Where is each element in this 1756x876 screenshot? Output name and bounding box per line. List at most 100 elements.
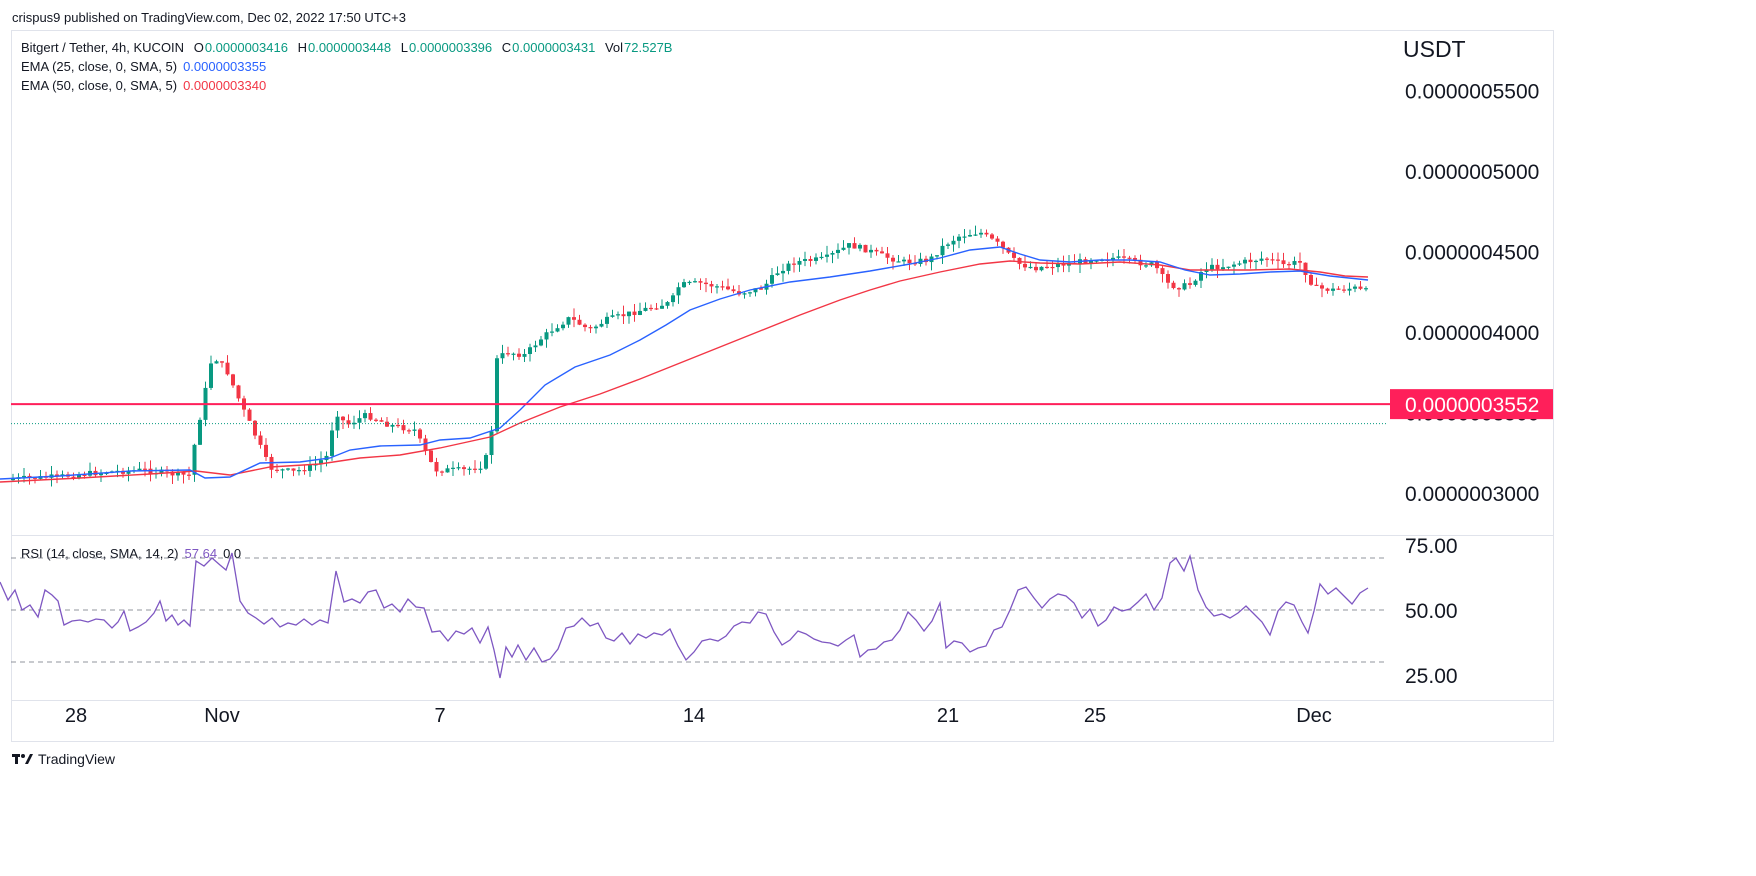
- rsi-tick-label: 75.00: [1405, 535, 1458, 558]
- candle-down: [1188, 283, 1192, 285]
- candle-down: [27, 475, 32, 478]
- candle-down: [704, 282, 708, 285]
- candle-down: [1270, 259, 1275, 261]
- candle-down: [583, 324, 587, 328]
- rsi-value: 57.64: [184, 546, 218, 561]
- candle-up: [753, 288, 758, 293]
- candle-up: [77, 474, 81, 479]
- candle-up: [665, 302, 670, 306]
- candle-down: [434, 461, 439, 472]
- candle-down: [264, 444, 268, 457]
- time-tick-label: Nov: [204, 705, 240, 727]
- candle-up: [192, 444, 197, 475]
- candle-down: [588, 327, 593, 329]
- candle-up: [456, 467, 461, 469]
- candle-up: [412, 429, 417, 431]
- candle-up: [544, 332, 549, 340]
- candle-down: [418, 429, 422, 439]
- tradingview-brand: TradingView: [12, 751, 115, 767]
- candle-up: [1116, 256, 1121, 258]
- candle-up: [159, 469, 164, 474]
- candle-down: [423, 438, 428, 451]
- candle-up: [489, 431, 494, 456]
- candle-up: [781, 270, 785, 274]
- candle-down: [506, 353, 510, 355]
- candle-down: [726, 286, 730, 290]
- candle-up: [539, 339, 543, 346]
- currency-label: USDT: [1403, 36, 1466, 62]
- candle-up: [616, 314, 620, 316]
- candle-up: [693, 281, 697, 283]
- candle-up: [797, 260, 802, 265]
- candle-down: [1215, 264, 1220, 270]
- candle-down: [913, 263, 917, 265]
- candle-up: [682, 282, 686, 288]
- candle-up: [308, 464, 312, 471]
- candle-up: [599, 323, 604, 327]
- candle-down: [1133, 258, 1137, 260]
- price-tick-label: 0.0000004500: [1405, 242, 1539, 265]
- candle-down: [1314, 284, 1319, 286]
- candle-up: [1221, 267, 1225, 270]
- candle-up: [555, 328, 560, 332]
- candle-down: [1309, 274, 1313, 285]
- low-key: L: [400, 40, 408, 55]
- high-key: H: [297, 40, 307, 55]
- candle-up: [500, 353, 505, 359]
- candle-up: [1204, 269, 1209, 273]
- candle-down: [1281, 260, 1286, 265]
- candle-up: [330, 430, 334, 456]
- candle-up: [363, 413, 367, 419]
- candle-up: [467, 468, 472, 470]
- candle-up: [209, 363, 213, 388]
- candle-down: [341, 416, 345, 421]
- symbol-label: Bitgert / Tether, 4h, KUCOIN: [21, 40, 185, 55]
- candle-up: [638, 310, 642, 315]
- candle-down: [792, 263, 796, 265]
- candle-down: [1050, 266, 1055, 269]
- candle-down: [874, 249, 879, 252]
- candle-up: [1243, 259, 1247, 264]
- candle-up: [819, 256, 824, 259]
- open-key: O: [193, 40, 204, 55]
- candle-up: [748, 292, 752, 294]
- candle-up: [594, 326, 598, 329]
- candle-up: [1210, 264, 1214, 270]
- candle-up: [528, 347, 532, 355]
- candle-down: [1336, 288, 1341, 290]
- candle-down: [654, 308, 659, 310]
- candle-up: [1232, 264, 1236, 267]
- time-tick-label: 7: [434, 705, 445, 727]
- candle-up: [610, 315, 615, 317]
- open-value: 0.0000003416: [204, 40, 288, 55]
- candle-down: [1012, 252, 1016, 258]
- candle-up: [390, 424, 395, 427]
- candle-down: [1127, 257, 1132, 259]
- candle-up: [511, 353, 516, 355]
- ema50-legend: EMA (50, close, 0, SMA, 5) 0.0000003340: [21, 78, 266, 93]
- candle-down: [302, 470, 307, 472]
- candle-up: [522, 354, 527, 357]
- candle-up: [858, 244, 862, 249]
- candle-down: [379, 420, 384, 422]
- candle-down: [759, 288, 763, 290]
- candle-up: [99, 472, 103, 476]
- ema50-label: EMA (50, close, 0, SMA, 5): [21, 78, 178, 93]
- candle-down: [407, 430, 411, 432]
- candle-down: [1265, 258, 1269, 260]
- candle-down: [258, 435, 263, 445]
- candle-down: [231, 374, 235, 386]
- candle-up: [1331, 288, 1335, 291]
- time-tick-label: Dec: [1296, 705, 1332, 727]
- candle-up: [137, 468, 142, 471]
- candle-up: [1111, 257, 1115, 261]
- candle-up: [550, 331, 554, 333]
- candle-down: [121, 470, 125, 474]
- time-tick-label: 25: [1084, 705, 1106, 727]
- candle-up: [11, 478, 15, 481]
- chart-frame: [11, 30, 1554, 742]
- candle-up: [605, 316, 609, 324]
- candle-up: [478, 468, 483, 470]
- candle-up: [742, 293, 747, 295]
